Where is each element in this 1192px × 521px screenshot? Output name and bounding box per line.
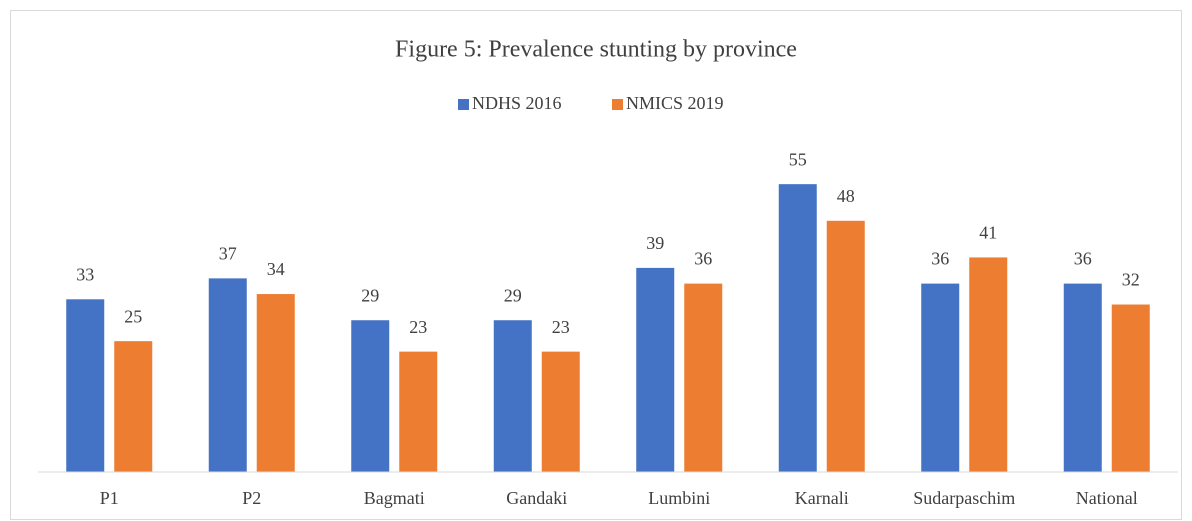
bar [66,299,105,472]
bar [208,278,247,472]
bar [541,351,580,472]
bar [399,351,438,472]
bar [256,294,295,472]
bar [1111,304,1150,472]
data-label: 55 [789,149,807,169]
data-label: 29 [504,285,522,305]
bar [684,283,723,472]
x-tick-label: National [1076,488,1138,508]
data-label: 41 [979,223,997,243]
bar [636,267,675,472]
data-label: 25 [124,306,142,326]
chart-title: Figure 5: Prevalence stunting by provinc… [395,37,797,63]
legend-label: NMICS 2019 [626,93,724,113]
data-label: 36 [694,249,712,269]
data-label: 37 [219,243,237,263]
bar [969,257,1008,472]
data-label: 29 [361,285,379,305]
x-tick-label: Bagmati [364,488,425,508]
data-label: 36 [931,249,949,269]
legend-label: NDHS 2016 [472,93,562,113]
data-label: 33 [76,264,94,284]
data-label: 32 [1122,270,1140,290]
legend-swatch [458,99,469,110]
x-tick-label: Gandaki [506,488,567,508]
x-tick-label: P1 [100,488,119,508]
legend-swatch [612,99,623,110]
x-tick-label: P2 [242,488,261,508]
bar [1063,283,1102,472]
data-label: 23 [552,317,570,337]
data-label: 36 [1074,249,1092,269]
data-label: 23 [409,317,427,337]
bar [493,320,532,472]
x-tick-label: Lumbini [648,488,710,508]
bar [114,341,153,472]
data-label: 39 [646,233,664,253]
bar [826,220,865,472]
x-tick-label: Sudarpaschim [913,488,1015,508]
data-label: 48 [837,186,855,206]
x-tick-label: Karnali [795,488,849,508]
bar [778,184,817,472]
data-label: 34 [267,259,285,279]
bar [921,283,960,472]
bar [351,320,390,472]
